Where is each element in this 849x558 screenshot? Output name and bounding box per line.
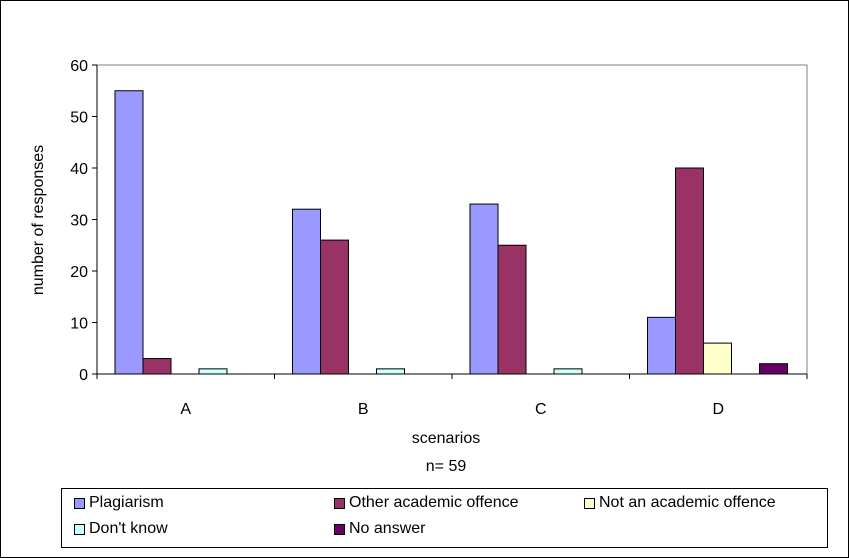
chart-legend: Plagiarism Other academic offence Not an a… (61, 488, 828, 548)
y-tick-label: 20 (70, 264, 88, 281)
y-tick-label: 30 (70, 213, 88, 230)
bar-plagiarism-d (647, 316, 676, 375)
legend-item-don-t-know: Don't know (74, 520, 168, 538)
bar-other-academic-offence-c (497, 244, 527, 375)
x-axis-label: scenarios (412, 430, 480, 447)
legend-label: Other academic offence (349, 494, 519, 511)
legend-label: No answer (349, 520, 426, 537)
bar-no-answer-d (759, 363, 788, 375)
legend-item-plagiarism: Plagiarism (74, 494, 164, 512)
legend-swatch (74, 497, 85, 509)
chart-bars (114, 90, 788, 375)
bar-don-t-know-c (553, 368, 583, 375)
bar-plagiarism-a (114, 90, 144, 375)
legend-label: Plagiarism (89, 494, 164, 511)
bar-other-academic-offence-b (320, 239, 349, 375)
bar-plagiarism-b (292, 208, 321, 375)
legend-label: Don't know (89, 520, 168, 537)
x-tick-label: B (358, 401, 369, 418)
y-tick-label: 40 (70, 161, 88, 178)
legend-item-no-answer: No answer (334, 520, 425, 538)
legend-swatch (334, 523, 345, 535)
bar-other-academic-offence-d (675, 167, 704, 375)
bar-plagiarism-c (469, 203, 499, 375)
bar-don-t-know-b (376, 368, 405, 375)
legend-swatch (584, 497, 595, 509)
y-tick-label: 10 (70, 316, 88, 333)
bar-don-t-know-a (198, 368, 228, 375)
sample-size-note: n= 59 (426, 458, 467, 475)
bar-not-an-academic-offence-d (703, 342, 732, 375)
x-tick-label: D (712, 401, 724, 418)
legend-item-not-an-academic-offence: Not an academic offence (584, 494, 776, 512)
y-tick-label: 60 (70, 58, 88, 75)
y-tick-label: 50 (70, 110, 88, 127)
x-tick-label: C (535, 401, 547, 418)
x-tick-label: A (180, 401, 191, 418)
bar-other-academic-offence-a (142, 358, 172, 375)
legend-swatch (334, 497, 345, 509)
y-axis-label: number of responses (30, 145, 47, 295)
legend-item-other-academic-offence: Other academic offence (334, 494, 519, 512)
legend-swatch (74, 523, 85, 535)
legend-label: Not an academic offence (599, 494, 776, 511)
y-tick-label: 0 (79, 367, 88, 384)
